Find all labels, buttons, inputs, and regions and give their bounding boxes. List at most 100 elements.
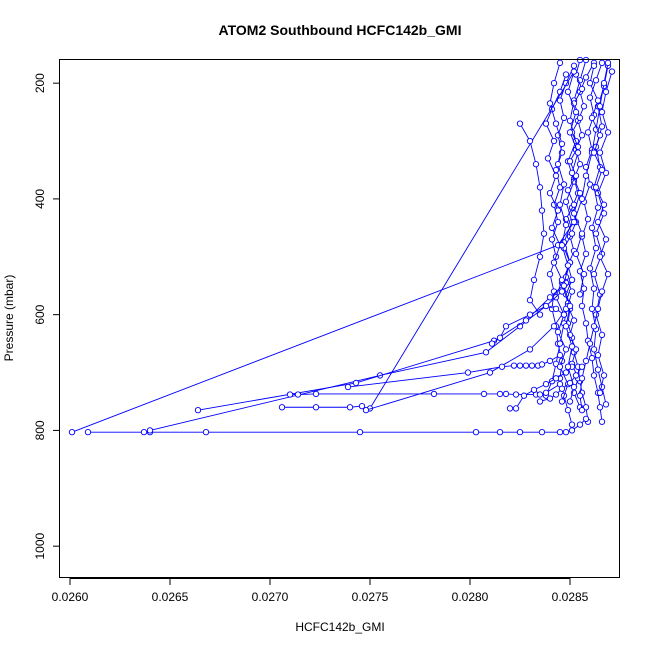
data-point [516,120,524,127]
data-point [520,392,528,399]
data-point [542,389,550,396]
data-point [578,302,586,310]
data-point [554,207,562,214]
data-point [590,285,598,292]
data-point [570,317,578,324]
data-point [562,221,570,229]
data-point [506,405,514,412]
series-18 [516,120,548,318]
data-point [550,323,558,330]
data-point [570,383,578,391]
data-point [560,181,568,188]
data-point [568,230,576,237]
data-point [488,340,496,347]
data-point [562,198,570,205]
data-point [594,305,602,313]
data-point [554,328,562,336]
x-tick-label: 0.0265 [152,590,189,604]
data-point [596,103,604,110]
data-point [582,320,590,327]
data-point [464,369,472,376]
data-point [550,259,558,266]
series-17 [506,363,576,412]
data-point [592,244,600,252]
series-line [589,65,609,405]
data-point [586,94,594,101]
data-point [526,311,534,318]
data-point [522,362,530,369]
data-point [582,357,590,365]
data-point [544,155,552,162]
data-point [536,398,544,405]
data-point [558,398,566,405]
data-point [564,187,572,194]
data-point [312,390,320,398]
series-5 [590,68,616,396]
data-point [430,390,438,398]
data-point [564,262,572,269]
data-point [542,120,550,127]
data-point [596,253,604,260]
data-point [576,392,584,399]
data-point [530,386,538,394]
series-line [549,62,575,402]
data-point [596,404,604,411]
data-point [536,253,544,260]
series-line [579,62,603,422]
data-point [472,428,480,436]
data-point [516,428,524,436]
data-point [556,352,564,359]
data-point [596,132,604,139]
data-point [546,357,554,365]
data-point [590,372,598,379]
data-point [594,366,602,373]
data-point [588,305,596,313]
data-point [588,354,596,362]
series-line [519,123,545,315]
data-point [592,230,600,237]
data-point [552,391,560,398]
data-point [496,390,504,398]
data-point [578,85,586,93]
data-point [538,361,546,368]
data-point [570,62,578,69]
data-point [568,169,576,177]
data-point [202,428,210,436]
data-point [556,428,564,436]
data-point [594,204,602,211]
data-point [516,362,524,369]
data-point [576,114,584,122]
data-point [522,317,530,324]
y-tick-label: 200 [33,73,47,93]
data-point [558,385,566,392]
data-point [580,103,588,110]
data-point [560,282,568,289]
data-point [578,375,586,382]
data-point [604,59,612,67]
data-point [556,340,564,347]
data-point [556,59,564,67]
data-point [566,302,574,310]
data-point [556,201,564,208]
data-point [562,71,570,78]
data-point [598,331,606,339]
data-point [566,158,574,165]
x-tick-label: 0.0275 [352,590,389,604]
data-point [564,88,572,95]
data-point [568,427,576,434]
data-point [568,288,576,295]
data-point [578,132,586,139]
data-point [554,218,562,226]
data-point [538,428,546,436]
data-point [592,184,600,191]
data-point [590,323,598,330]
data-point [564,407,572,414]
data-point [496,334,504,341]
series-line [71,62,609,433]
data-point [576,161,584,168]
y-tick-label: 600 [33,304,47,324]
data-point [608,68,616,75]
data-point [554,161,562,168]
